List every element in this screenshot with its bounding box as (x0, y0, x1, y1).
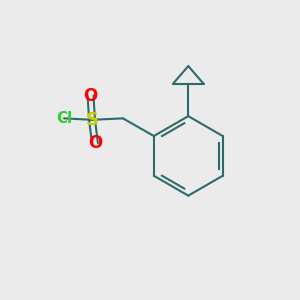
Text: O: O (83, 87, 98, 105)
Text: S: S (85, 111, 98, 129)
Text: O: O (88, 134, 102, 152)
Text: Cl: Cl (56, 111, 72, 126)
